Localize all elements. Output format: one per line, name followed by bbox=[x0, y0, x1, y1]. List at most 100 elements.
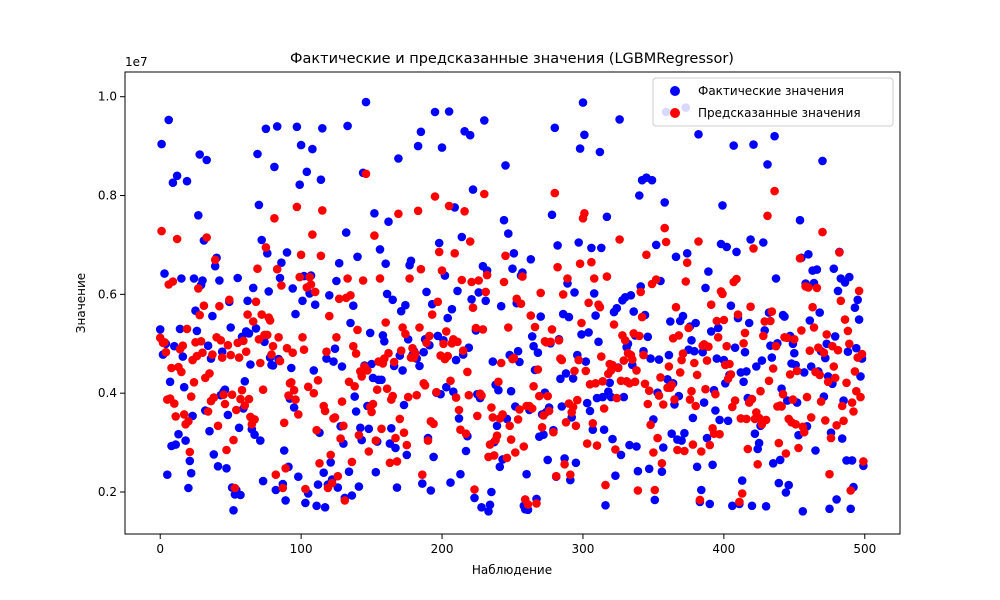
actual-point bbox=[581, 357, 591, 366]
actual-point bbox=[401, 300, 410, 310]
predicted-point bbox=[595, 302, 605, 312]
predicted-point bbox=[661, 237, 671, 247]
actual-point bbox=[258, 476, 268, 486]
predicted-point bbox=[582, 439, 592, 448]
actual-point bbox=[309, 366, 319, 375]
predicted-point bbox=[650, 485, 660, 495]
actual-point bbox=[588, 425, 598, 435]
actual-point bbox=[705, 499, 715, 509]
actual-point bbox=[415, 361, 424, 371]
predicted-point bbox=[443, 351, 453, 361]
actual-point bbox=[730, 343, 740, 353]
predicted-point bbox=[427, 310, 437, 319]
predicted-point bbox=[732, 274, 741, 284]
actual-point bbox=[171, 440, 180, 449]
actual-point bbox=[334, 258, 344, 268]
actual-point bbox=[712, 354, 722, 363]
predicted-point bbox=[551, 471, 561, 481]
predicted-point bbox=[458, 346, 468, 356]
actual-point bbox=[616, 450, 626, 460]
plot-frame bbox=[124, 71, 901, 535]
predicted-point bbox=[171, 412, 180, 421]
actual-point bbox=[815, 308, 824, 317]
actual-point bbox=[496, 301, 506, 311]
predicted-point bbox=[217, 353, 227, 362]
predicted-point bbox=[339, 421, 348, 431]
predicted-point bbox=[774, 438, 784, 448]
predicted-point bbox=[835, 248, 844, 257]
predicted-point bbox=[502, 453, 512, 463]
actual-point bbox=[615, 115, 624, 124]
actual-point bbox=[536, 312, 545, 321]
actual-point bbox=[192, 326, 202, 336]
predicted-point bbox=[673, 445, 682, 455]
actual-point bbox=[213, 462, 223, 471]
predicted-point bbox=[457, 275, 467, 285]
predicted-point bbox=[371, 436, 381, 445]
predicted-point bbox=[651, 275, 661, 284]
actual-point bbox=[722, 242, 731, 252]
actual-point bbox=[699, 398, 709, 407]
actual-point bbox=[522, 469, 531, 479]
actual-point bbox=[229, 506, 238, 515]
predicted-point bbox=[857, 349, 867, 359]
predicted-point bbox=[364, 447, 374, 456]
predicted-point bbox=[740, 328, 750, 338]
predicted-point bbox=[208, 350, 217, 359]
actual-point bbox=[248, 283, 258, 293]
actual-point bbox=[605, 378, 614, 388]
x-tick-label: 200 bbox=[431, 542, 454, 556]
actual-point bbox=[318, 124, 327, 133]
predicted-point bbox=[783, 333, 792, 343]
predicted-point bbox=[388, 391, 398, 401]
actual-point bbox=[287, 363, 296, 373]
actual-point bbox=[301, 498, 310, 508]
predicted-point bbox=[498, 410, 507, 419]
predicted-point bbox=[429, 419, 438, 429]
actual-point bbox=[595, 147, 605, 157]
actual-point bbox=[279, 446, 289, 455]
x-tick-label: 0 bbox=[156, 542, 164, 556]
actual-point bbox=[402, 450, 412, 460]
actual-point bbox=[349, 301, 358, 311]
predicted-point bbox=[814, 343, 823, 353]
predicted-point bbox=[225, 295, 234, 305]
predicted-point bbox=[602, 272, 612, 281]
actual-point bbox=[750, 429, 760, 439]
actual-point bbox=[185, 456, 195, 466]
actual-point bbox=[749, 140, 758, 149]
predicted-point bbox=[739, 339, 748, 348]
predicted-point bbox=[205, 369, 214, 378]
actual-point bbox=[647, 175, 657, 185]
predicted-point bbox=[730, 396, 740, 405]
actual-point bbox=[413, 141, 423, 151]
actual-point bbox=[391, 443, 400, 453]
actual-point bbox=[370, 209, 379, 218]
actual-point bbox=[580, 130, 589, 140]
predicted-point bbox=[467, 277, 476, 287]
predicted-point bbox=[194, 284, 203, 293]
actual-point bbox=[666, 317, 675, 326]
predicted-point bbox=[186, 392, 196, 401]
actual-point bbox=[292, 122, 302, 132]
predicted-point bbox=[577, 318, 586, 328]
predicted-point bbox=[797, 326, 806, 335]
predicted-point bbox=[802, 392, 812, 402]
predicted-point bbox=[454, 405, 464, 415]
predicted-point bbox=[301, 484, 310, 494]
actual-point bbox=[568, 374, 578, 383]
predicted-point bbox=[261, 243, 271, 252]
actual-point bbox=[177, 274, 186, 283]
actual-point bbox=[578, 98, 588, 107]
actual-point bbox=[584, 328, 593, 337]
predicted-point bbox=[310, 287, 320, 297]
actual-point bbox=[351, 407, 361, 416]
actual-point bbox=[194, 211, 203, 220]
actual-point bbox=[646, 354, 655, 363]
predicted-point bbox=[630, 377, 640, 387]
predicted-point bbox=[202, 233, 211, 242]
actual-point bbox=[288, 284, 298, 293]
predicted-point bbox=[195, 310, 204, 320]
predicted-point bbox=[670, 395, 679, 404]
actual-point bbox=[172, 171, 182, 181]
